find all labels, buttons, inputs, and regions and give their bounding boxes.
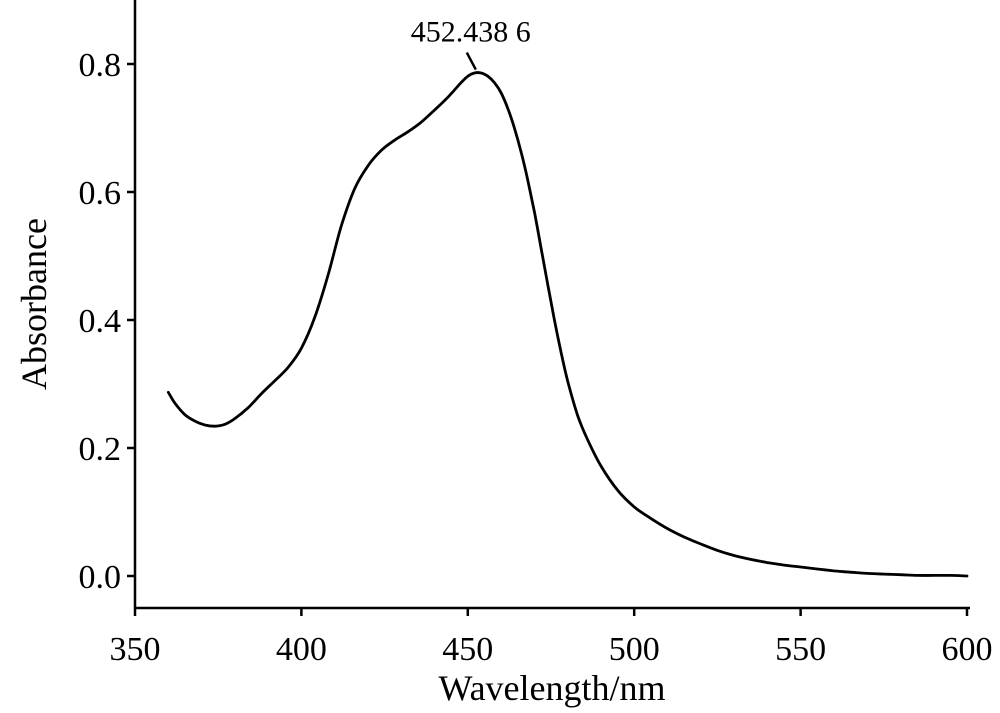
y-tick-label: 0.4	[79, 303, 122, 340]
x-tick-label: 450	[442, 631, 493, 668]
y-axis-title: Absorbance	[14, 218, 54, 390]
x-axis-ticks: 350 400 450 500 550 600	[110, 608, 993, 668]
y-axis-ticks: 0.0 0.2 0.4 0.6 0.8	[79, 47, 135, 596]
y-tick-label: 0.8	[79, 47, 122, 84]
peak-annotation-label: 452.438 6	[411, 16, 531, 49]
x-tick-label: 600	[942, 631, 993, 668]
x-tick-label: 350	[110, 631, 161, 668]
x-axis-title: Wavelength/nm	[438, 668, 665, 708]
peak-annotation-leader	[465, 52, 477, 71]
x-tick-label: 400	[276, 631, 327, 668]
x-tick-label: 500	[609, 631, 660, 668]
absorbance-series-line	[166, 71, 969, 578]
y-tick-label: 0.0	[79, 559, 122, 596]
y-tick-label: 0.6	[79, 175, 122, 212]
x-tick-label: 550	[775, 631, 826, 668]
y-tick-label: 0.2	[79, 431, 122, 468]
